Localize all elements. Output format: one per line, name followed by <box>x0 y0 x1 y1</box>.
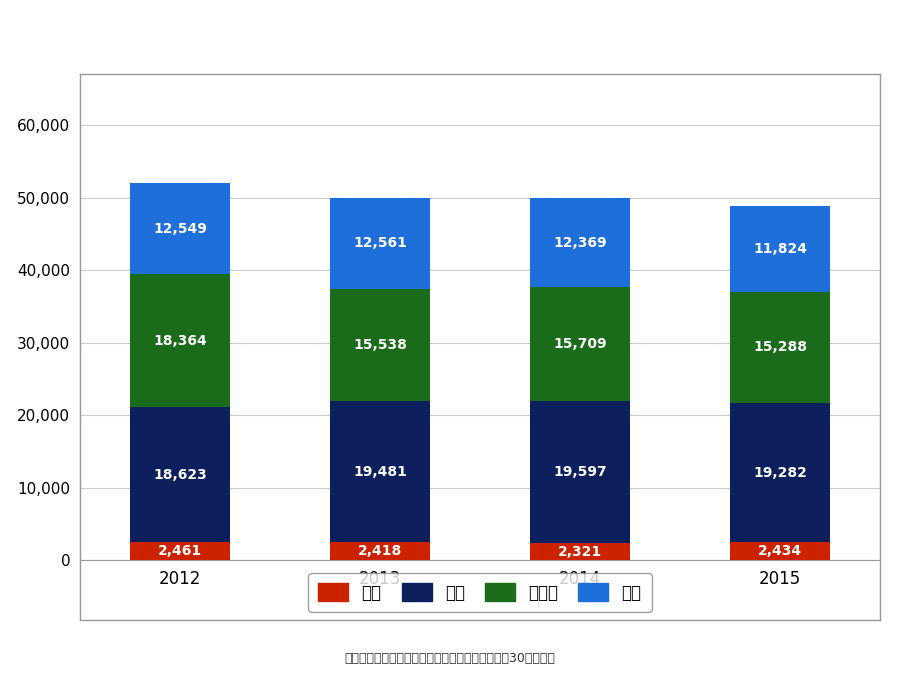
Text: 2,461: 2,461 <box>158 544 202 558</box>
Bar <box>330 402 430 543</box>
Bar <box>330 543 430 560</box>
Text: 米国防省の統計を基に筆者作成（人数は各年６朎30日時点）: 米国防省の統計を基に筆者作成（人数は各年６朎30日時点） <box>345 652 555 665</box>
Bar <box>330 198 430 289</box>
Text: 12,549: 12,549 <box>153 221 207 236</box>
Text: 19,282: 19,282 <box>753 466 807 479</box>
Text: 12,561: 12,561 <box>353 236 407 250</box>
Legend: 陸軍, 海軍, 海兵隊, 空軍: 陸軍, 海軍, 海兵隊, 空軍 <box>309 574 652 612</box>
Text: 15,709: 15,709 <box>554 338 607 351</box>
Text: 18,623: 18,623 <box>153 468 207 482</box>
Text: 18,364: 18,364 <box>153 333 207 348</box>
Text: 19,597: 19,597 <box>554 465 607 479</box>
Bar <box>530 543 630 560</box>
Bar <box>130 407 230 542</box>
Text: 2,321: 2,321 <box>558 545 602 559</box>
Bar <box>730 292 830 403</box>
Bar <box>330 289 430 402</box>
Bar <box>130 542 230 560</box>
Bar <box>730 206 830 292</box>
Text: 2,418: 2,418 <box>358 544 402 558</box>
Text: 15,538: 15,538 <box>353 338 407 352</box>
Text: 19,481: 19,481 <box>353 465 407 479</box>
Text: 『図表１』　　在日米軍の人数の推移（2012年～2015年）: 『図表１』 在日米軍の人数の推移（2012年～2015年） <box>20 19 462 43</box>
Bar <box>530 288 630 401</box>
Text: 2,434: 2,434 <box>758 544 802 558</box>
Bar <box>730 403 830 543</box>
Bar <box>730 543 830 560</box>
Text: 11,824: 11,824 <box>753 242 807 256</box>
Text: 15,288: 15,288 <box>753 340 807 354</box>
Bar <box>530 401 630 543</box>
Bar <box>530 198 630 288</box>
Bar <box>130 274 230 407</box>
Bar <box>130 183 230 274</box>
Text: 12,369: 12,369 <box>554 236 607 250</box>
